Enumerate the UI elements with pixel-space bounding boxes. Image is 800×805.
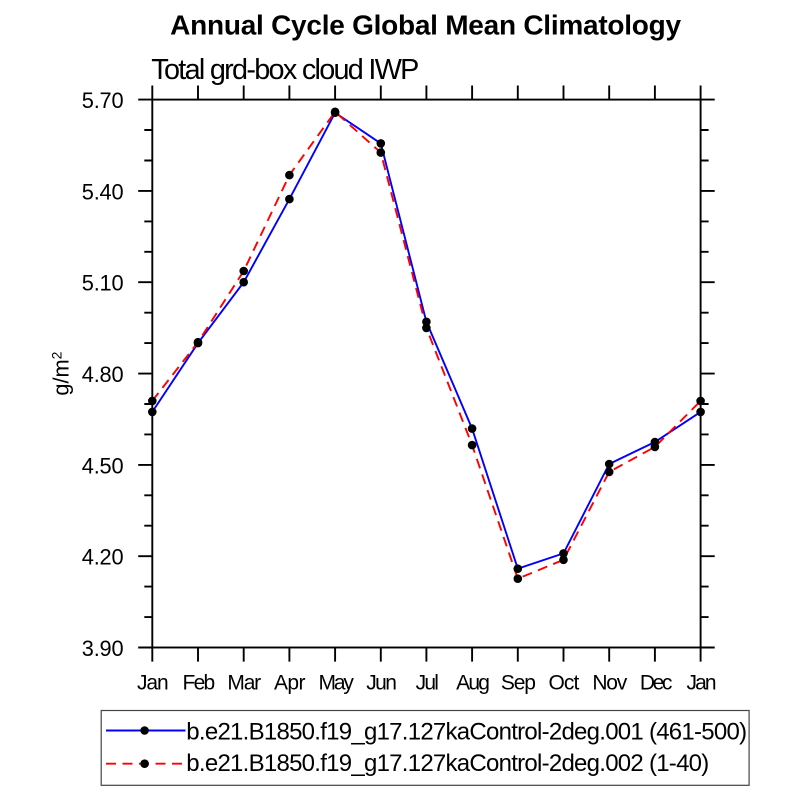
svg-text:5.40: 5.40: [82, 179, 124, 204]
svg-text:Apr: Apr: [274, 672, 305, 695]
svg-text:Jun: Jun: [366, 672, 396, 695]
svg-text:Oct: Oct: [549, 672, 580, 695]
svg-text:b.e21.B1850.f19_g17.127kaContr: b.e21.B1850.f19_g17.127kaControl-2deg.00…: [186, 719, 746, 746]
svg-text:Total grd-box cloud IWP: Total grd-box cloud IWP: [151, 54, 418, 86]
svg-text:Jan: Jan: [687, 672, 716, 695]
svg-text:Jul: Jul: [416, 672, 439, 695]
svg-text:4.20: 4.20: [82, 545, 124, 570]
svg-text:Aug: Aug: [456, 672, 489, 695]
svg-text:3.90: 3.90: [82, 636, 124, 661]
svg-text:b.e21.B1850.f19_g17.127kaContr: b.e21.B1850.f19_g17.127kaControl-2deg.00…: [186, 750, 708, 777]
svg-text:4.50: 4.50: [82, 453, 124, 478]
svg-text:Sep: Sep: [501, 672, 535, 695]
svg-text:Dec: Dec: [640, 672, 672, 695]
svg-text:5.70: 5.70: [82, 88, 124, 113]
svg-text:Mar: Mar: [227, 672, 261, 695]
svg-text:Nov: Nov: [592, 672, 627, 695]
svg-text:Jan: Jan: [137, 672, 168, 695]
svg-text:4.80: 4.80: [82, 362, 124, 387]
svg-text:Feb: Feb: [182, 672, 214, 695]
svg-text:May: May: [319, 672, 355, 695]
svg-text:5.10: 5.10: [82, 271, 124, 296]
svg-text:Annual Cycle Global Mean Clima: Annual Cycle Global Mean Climatology: [170, 10, 681, 41]
